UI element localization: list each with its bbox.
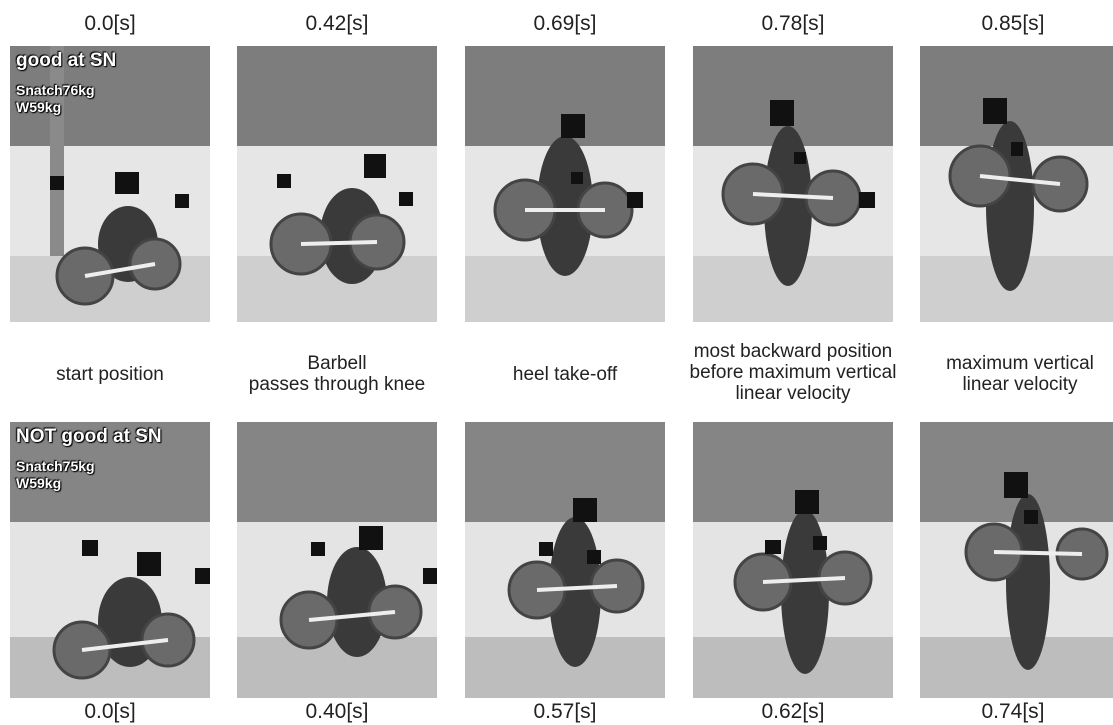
time-label-bottom-4: 0.62[s] bbox=[761, 700, 825, 723]
photo-good-frame-1: good at SN Snatch76kg W59kg bbox=[10, 46, 210, 322]
phase-caption-4-line-3: linear velocity bbox=[735, 383, 851, 404]
time-label-top-3: 0.69[s] bbox=[533, 12, 597, 35]
time-label-top-2: 0.42[s] bbox=[305, 12, 369, 35]
phase-caption-5-line-2: linear velocity bbox=[962, 374, 1078, 395]
time-label-bottom-1: 0.0[s] bbox=[84, 700, 136, 723]
phase-caption-2-line-1: Barbell bbox=[307, 353, 367, 374]
phase-caption-4-line-1: most backward position bbox=[693, 341, 893, 362]
notgood-weight-label: W59kg bbox=[16, 475, 62, 491]
time-label-bottom-5: 0.74[s] bbox=[981, 700, 1045, 723]
photo-good-frame-3 bbox=[465, 46, 665, 322]
phase-caption-2-line-2: passes through knee bbox=[248, 374, 426, 395]
phase-caption-5-line-1: maximum vertical bbox=[946, 353, 1094, 374]
phase-caption-4-line-2: before maximum vertical bbox=[689, 362, 897, 383]
good-snatch-label: Snatch76kg bbox=[16, 82, 95, 98]
time-label-top-1: 0.0[s] bbox=[84, 12, 136, 35]
photo-notgood-frame-2 bbox=[237, 422, 437, 698]
photo-notgood-frame-3 bbox=[465, 422, 665, 698]
time-label-top-4: 0.78[s] bbox=[761, 12, 825, 35]
photo-good-frame-5 bbox=[920, 46, 1113, 322]
photo-notgood-frame-1: NOT good at SN Snatch75kg W59kg bbox=[10, 422, 210, 698]
phase-caption-3-line-1: heel take-off bbox=[512, 364, 618, 385]
phase-caption-1: start position bbox=[0, 364, 230, 385]
phase-caption-1-line-1: start position bbox=[56, 364, 164, 385]
photo-good-frame-4 bbox=[693, 46, 893, 322]
time-label-top-5: 0.85[s] bbox=[981, 12, 1045, 35]
phase-caption-2: Barbell passes through knee bbox=[217, 353, 457, 395]
photo-notgood-frame-4 bbox=[693, 422, 893, 698]
phase-caption-3: heel take-off bbox=[445, 364, 685, 385]
phase-caption-5: maximum vertical linear velocity bbox=[900, 353, 1113, 395]
notgood-athlete-label: NOT good at SN bbox=[16, 426, 162, 447]
good-weight-label: W59kg bbox=[16, 99, 62, 115]
notgood-snatch-label: Snatch75kg bbox=[16, 458, 95, 474]
time-label-bottom-2: 0.40[s] bbox=[305, 700, 369, 723]
time-label-bottom-3: 0.57[s] bbox=[533, 700, 597, 723]
phase-caption-4: most backward position before maximum ve… bbox=[673, 341, 913, 404]
photo-good-frame-2 bbox=[237, 46, 437, 322]
good-athlete-label: good at SN bbox=[16, 50, 117, 71]
photo-notgood-frame-5 bbox=[920, 422, 1113, 698]
